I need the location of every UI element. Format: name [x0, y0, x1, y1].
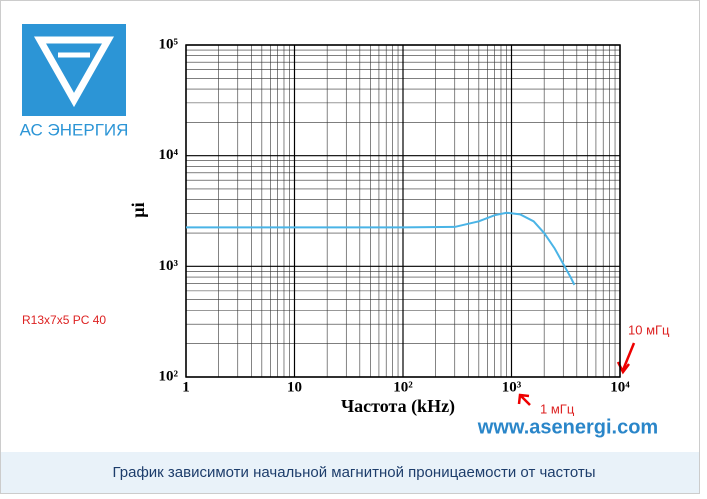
annotation: 10 мГц	[628, 322, 670, 337]
x-tick-label: 10⁴	[610, 379, 630, 395]
logo-text: АС ЭНЕРГИЯ	[20, 120, 129, 139]
plot: 1 10 10² 10³ 10⁴ 10² 10³ 10⁴ 10⁵	[159, 36, 631, 395]
x-axis-label: Частота (kHz)	[341, 396, 455, 417]
y-tick-label: 10⁴	[159, 147, 179, 163]
caption: График зависимоти начальной магнитной пр…	[112, 464, 595, 481]
arrow	[517, 393, 531, 406]
logo-triangle	[33, 36, 115, 108]
y-tick-label: 10³	[159, 258, 179, 274]
x-tick-label: 1	[182, 379, 190, 395]
y-tick-label: 10⁵	[159, 36, 179, 52]
website: www.asenergi.com	[477, 416, 658, 438]
x-tick-label: 10	[287, 379, 302, 395]
annotation: R13x7x5 PC 40	[22, 313, 106, 327]
x-tick-label: 10²	[393, 379, 413, 395]
annotation: 1 мГц	[540, 401, 575, 416]
y-axis-label: µi	[128, 202, 148, 217]
plot-border	[185, 44, 621, 378]
curve	[186, 211, 576, 286]
x-tick-label: 10³	[502, 379, 522, 395]
y-tick-label: 10²	[159, 368, 179, 384]
caption-bar	[1, 452, 699, 493]
logo: АС ЭНЕРГИЯ	[20, 24, 129, 139]
